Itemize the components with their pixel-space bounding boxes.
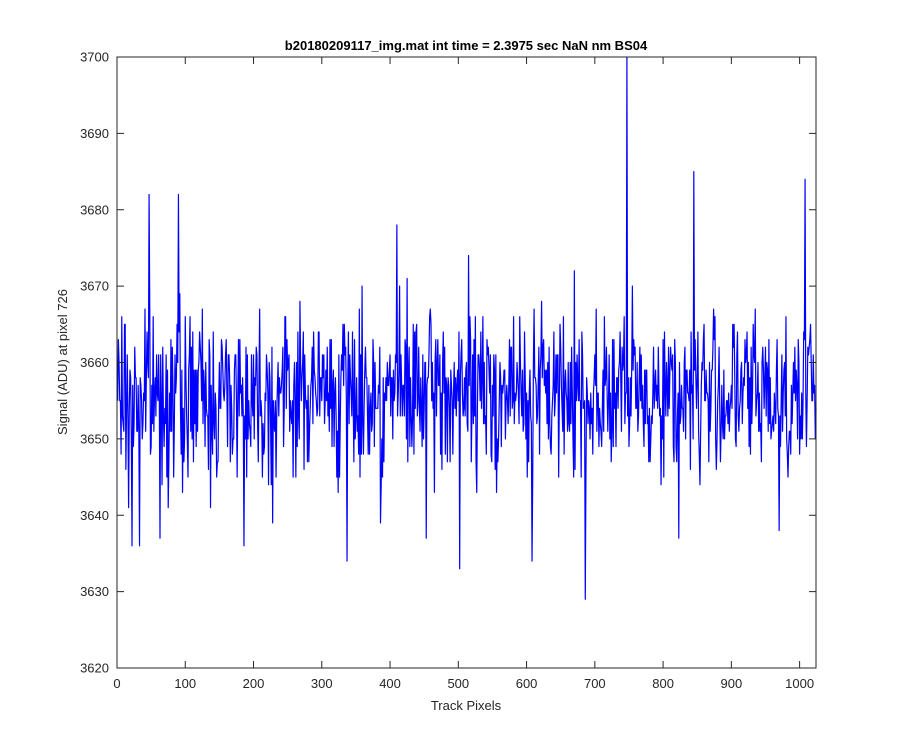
x-tick-label: 900 (721, 676, 743, 691)
x-axis: 0 100 200 300 400 500 600 700 800 900 1000 (113, 57, 814, 691)
x-tick-label: 600 (516, 676, 538, 691)
x-tick-label: 0 (113, 676, 120, 691)
x-tick-label: 300 (311, 676, 333, 691)
y-tick-label: 3660 (80, 355, 109, 370)
x-tick-label: 1000 (785, 676, 814, 691)
y-tick-label: 3690 (80, 126, 109, 141)
x-tick-label: 100 (174, 676, 196, 691)
y-tick-label: 3620 (80, 661, 109, 676)
y-axis: 3620 3630 3640 3650 3660 3670 3680 3690 3700 (80, 50, 816, 676)
signal-series-line (117, 56, 817, 600)
y-axis-label: Signal (ADU) at pixel 726 (55, 289, 70, 435)
y-tick-label: 3630 (80, 584, 109, 599)
x-axis-label: Track Pixels (431, 698, 502, 713)
y-tick-label: 3650 (80, 431, 109, 446)
y-tick-label: 3640 (80, 508, 109, 523)
x-tick-label: 800 (652, 676, 674, 691)
y-tick-label: 3680 (80, 202, 109, 217)
y-tick-label: 3700 (80, 50, 109, 65)
x-tick-label: 400 (379, 676, 401, 691)
series-layer (117, 56, 817, 600)
x-tick-label: 200 (243, 676, 265, 691)
y-tick-label: 3670 (80, 279, 109, 294)
chart-title: b20180209117_img.mat int time = 2.3975 s… (285, 38, 648, 53)
x-tick-label: 500 (447, 676, 469, 691)
x-tick-label: 700 (584, 676, 606, 691)
